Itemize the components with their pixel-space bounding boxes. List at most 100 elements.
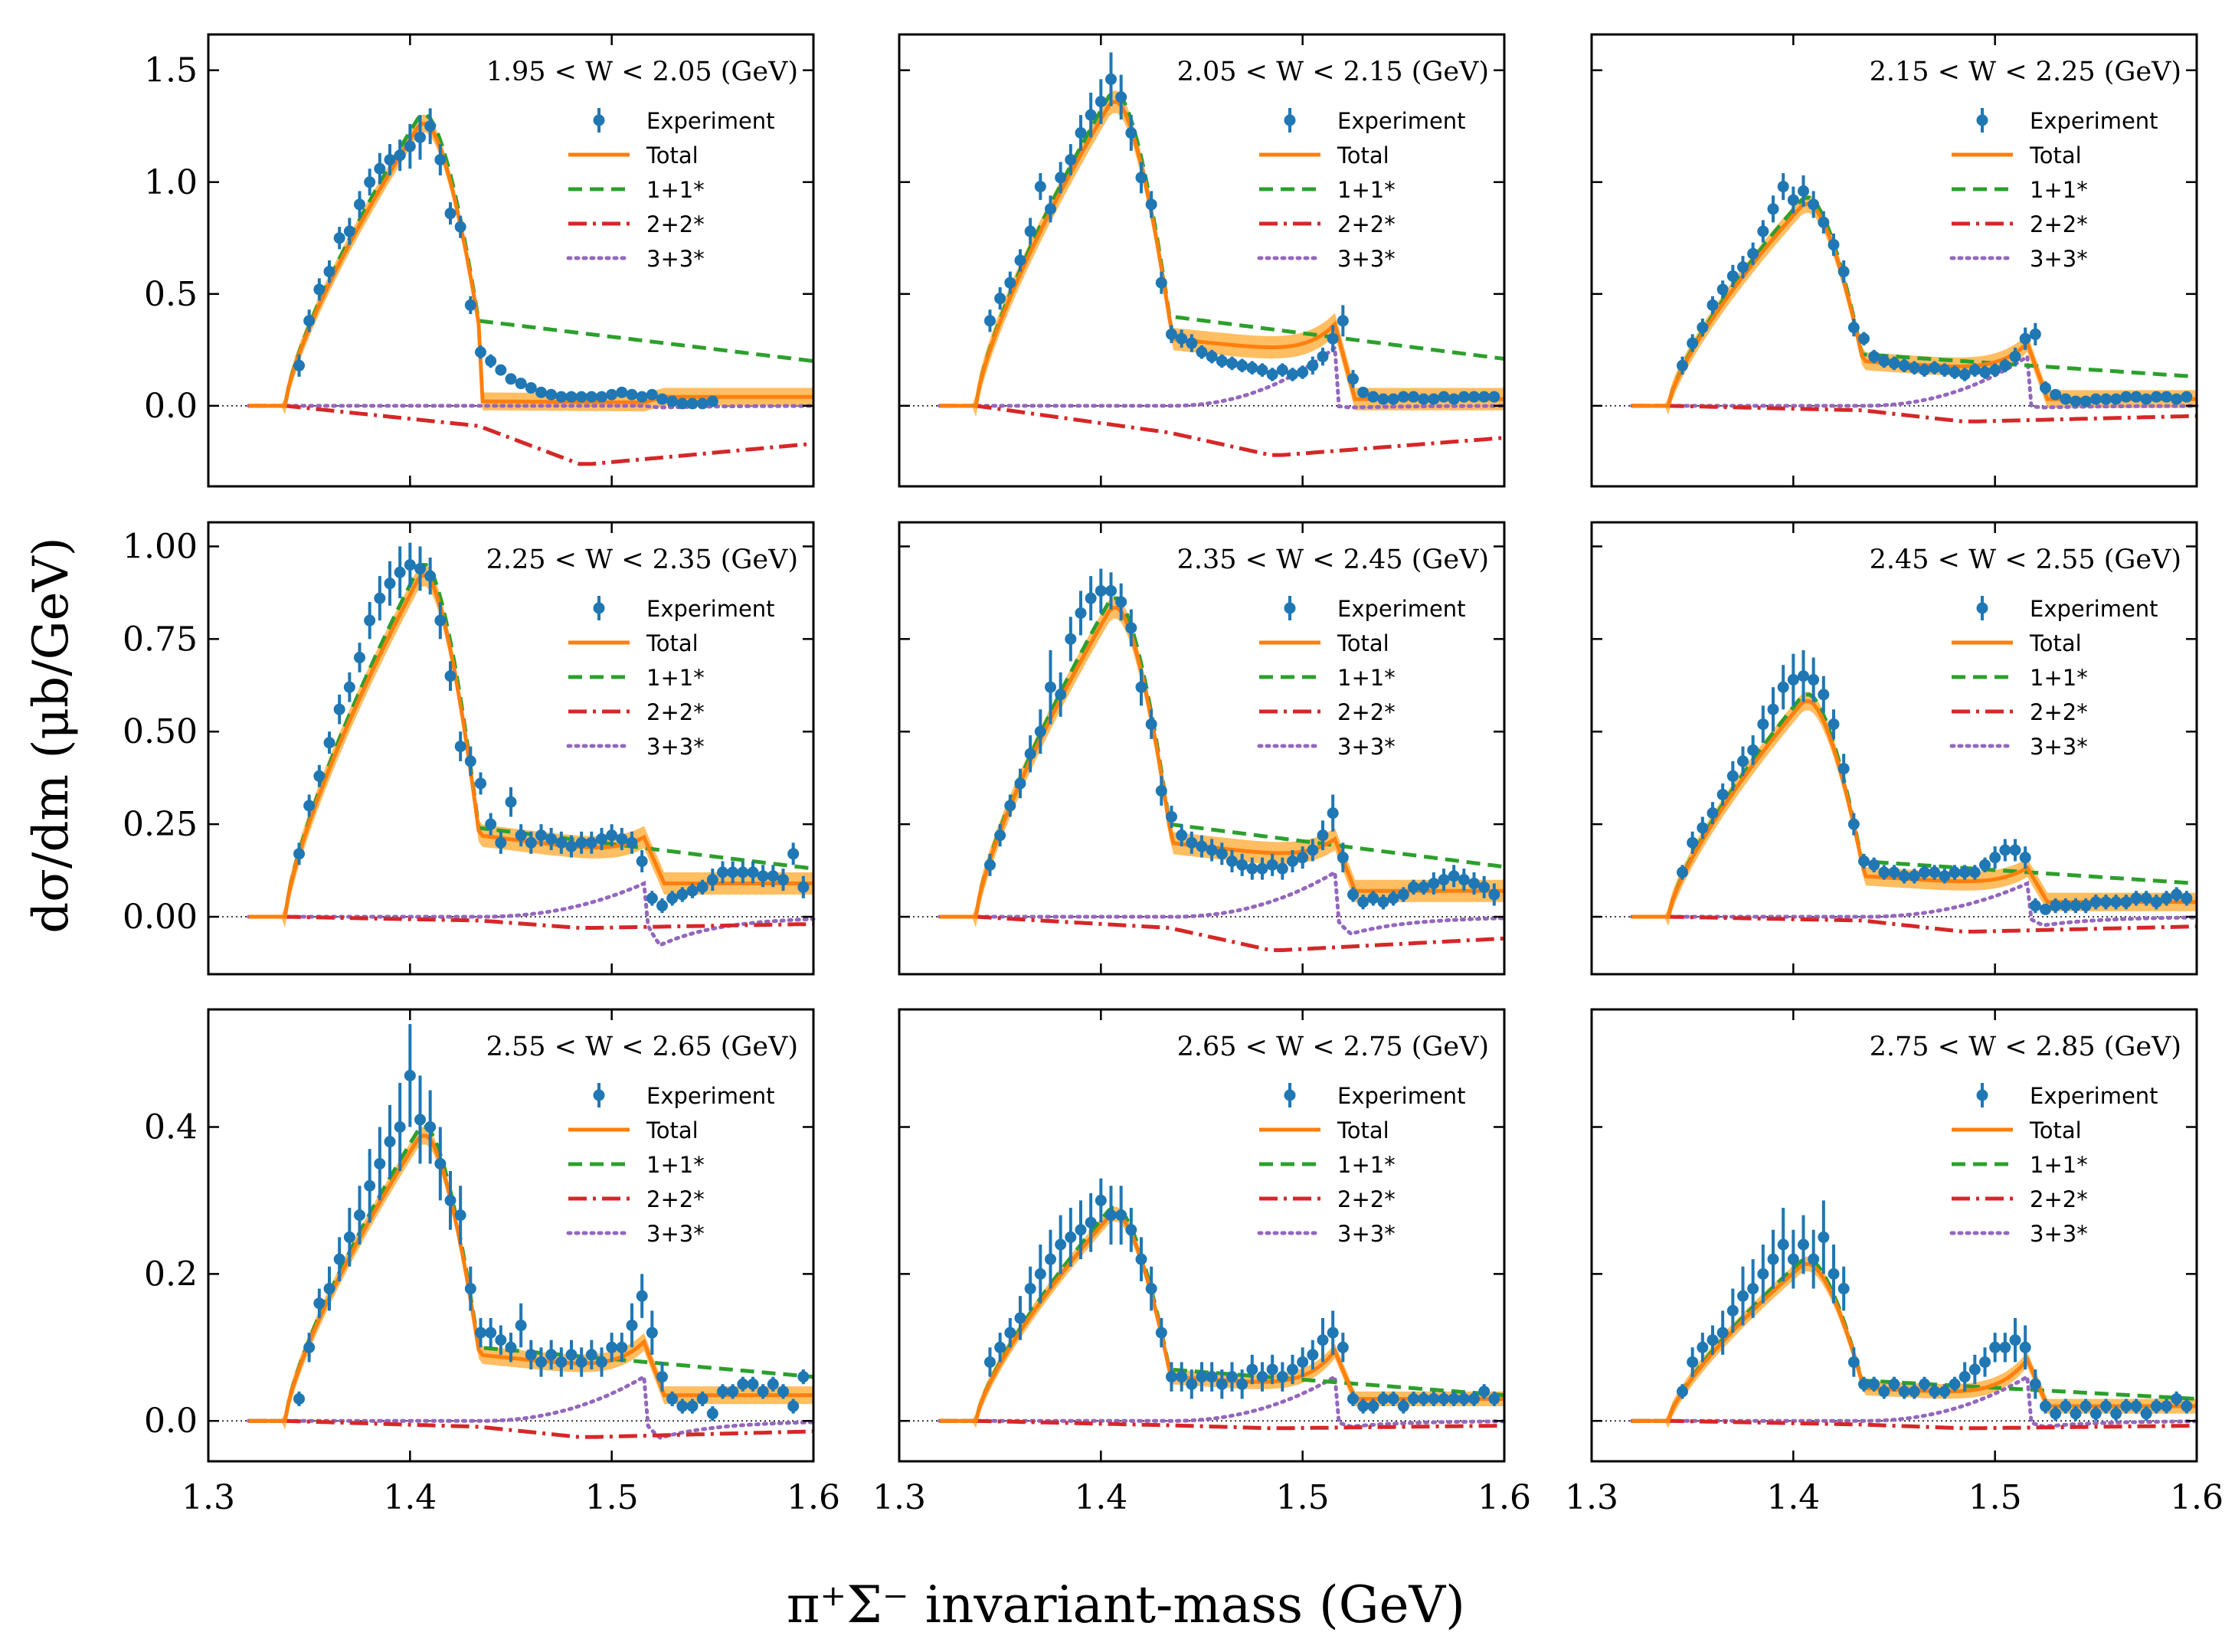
experiment-point	[1176, 1371, 1188, 1383]
experiment-point	[1276, 1371, 1288, 1383]
experiment-point	[1837, 1283, 1850, 1295]
legend-3-3-label: 3+3*	[646, 734, 705, 760]
experiment-point	[454, 221, 466, 233]
legend-1-1-label: 1+1*	[646, 665, 705, 691]
plot-frame	[1590, 521, 2198, 976]
curve-3-3	[938, 869, 1507, 937]
experiment-point	[1677, 1385, 1688, 1398]
experiment-point	[1287, 368, 1298, 381]
experiment-point	[646, 388, 658, 401]
experiment-point	[575, 1356, 587, 1368]
experiment-point	[2161, 1400, 2172, 1412]
legend-3-3-label: 3+3*	[1337, 246, 1396, 272]
experiment-point	[1488, 1392, 1500, 1405]
y-tick-label: 0.4	[144, 1107, 198, 1147]
experiment-point	[1726, 270, 1739, 282]
experiment-point	[1196, 840, 1208, 852]
legend-2-2-label: 2+2*	[2030, 211, 2088, 237]
panel-title: 2.05 < W < 2.15 (GeV)	[1177, 57, 1489, 87]
experiment-point	[1075, 607, 1087, 619]
experiment-point	[2060, 393, 2072, 405]
experiment-point	[1115, 91, 1127, 103]
plot-frame	[898, 33, 1506, 488]
panel-title: 2.75 < W < 2.85 (GeV)	[1870, 1032, 2181, 1062]
experiment-point	[394, 566, 406, 578]
legend-experiment-label: Experiment	[1337, 108, 1466, 134]
experiment-point	[2089, 896, 2102, 908]
experiment-point	[1808, 198, 1820, 211]
experiment-point	[485, 1327, 497, 1339]
experiment-point	[1468, 1392, 1480, 1405]
experiment-point	[747, 1378, 759, 1390]
experiment-point	[737, 1378, 749, 1390]
experiment-point	[2120, 1400, 2132, 1412]
experiment-point	[1418, 393, 1430, 405]
experiment-point	[1726, 770, 1739, 782]
experiment-point	[1155, 276, 1167, 289]
curve-1-1	[1631, 195, 2197, 408]
experiment-point	[394, 1120, 406, 1133]
experiment-point	[505, 796, 517, 808]
experiment-point	[1236, 859, 1248, 871]
curve-3-3	[247, 404, 816, 410]
experiment-point	[1847, 322, 1860, 334]
experiment-point	[1206, 351, 1218, 363]
experiment-point	[1448, 1392, 1460, 1405]
experiment-point	[1196, 346, 1208, 358]
experiment-point	[1468, 878, 1480, 890]
experiment-point	[1958, 866, 1971, 878]
experiment-point	[1045, 203, 1056, 215]
experiment-point	[1337, 1341, 1349, 1353]
legend-3-3-label: 3+3*	[2030, 734, 2088, 760]
experiment-point	[2019, 852, 2031, 864]
legend: Experiment Total 1+1* 2+2* 3+3*	[1257, 108, 1466, 272]
x-tick-label: 1.3	[182, 1478, 235, 1517]
legend-1-1-label: 1+1*	[2030, 1152, 2088, 1178]
experiment-point	[354, 198, 365, 211]
experiment-point	[333, 703, 345, 715]
experiment-point	[1075, 1224, 1087, 1236]
experiment-point	[1155, 785, 1167, 797]
experiment-point	[1787, 674, 1799, 686]
experiment-point	[1287, 855, 1298, 867]
curve-2-2	[248, 404, 814, 466]
legend-2-2-label: 2+2*	[2030, 699, 2088, 725]
legend: Experiment Total 1+1* 2+2* 3+3*	[1257, 596, 1466, 760]
total-uncertainty-band	[248, 1127, 813, 1430]
plot-frame	[207, 1008, 815, 1463]
experiment-point	[1777, 1238, 1789, 1251]
experiment-point	[1939, 870, 1951, 882]
experiment-point	[1105, 73, 1117, 85]
experiment-point	[1004, 1327, 1016, 1339]
experiment-point	[1256, 364, 1268, 376]
experiment-point	[797, 881, 810, 893]
experiment-point	[1317, 829, 1329, 842]
experiment-point	[1377, 393, 1389, 405]
experiment-point	[1939, 364, 1951, 376]
curve-2-2	[1631, 1418, 2197, 1431]
curve-3-3	[938, 344, 1507, 410]
experiment-point	[1166, 328, 1177, 340]
legend: Experiment Total 1+1* 2+2* 3+3*	[1949, 1083, 2158, 1247]
legend-1-1-label: 1+1*	[1337, 665, 1396, 691]
experiment-point	[1236, 1378, 1248, 1390]
experiment-point	[596, 1356, 607, 1368]
x-tick-label: 1.6	[1477, 1478, 1531, 1517]
experiment-point	[1888, 357, 1900, 369]
experiment-point	[1968, 1363, 1981, 1376]
experiment-point	[475, 1327, 486, 1339]
experiment-point	[2009, 1334, 2021, 1346]
y-tick-label: 0.5	[144, 275, 198, 314]
experiment-point	[333, 232, 345, 244]
experiment-point	[1135, 172, 1147, 184]
total-uncertainty-band	[1631, 692, 2197, 927]
experiment-point	[2050, 900, 2062, 912]
experiment-point	[2161, 892, 2172, 905]
experiment-point	[797, 1371, 810, 1383]
experiment-point	[2029, 1378, 2041, 1390]
experiment-point	[2080, 395, 2092, 407]
experiment-point	[1707, 807, 1719, 819]
experiment-point	[1095, 584, 1107, 597]
experiment-point	[2060, 900, 2072, 912]
experiment-point	[636, 391, 648, 403]
